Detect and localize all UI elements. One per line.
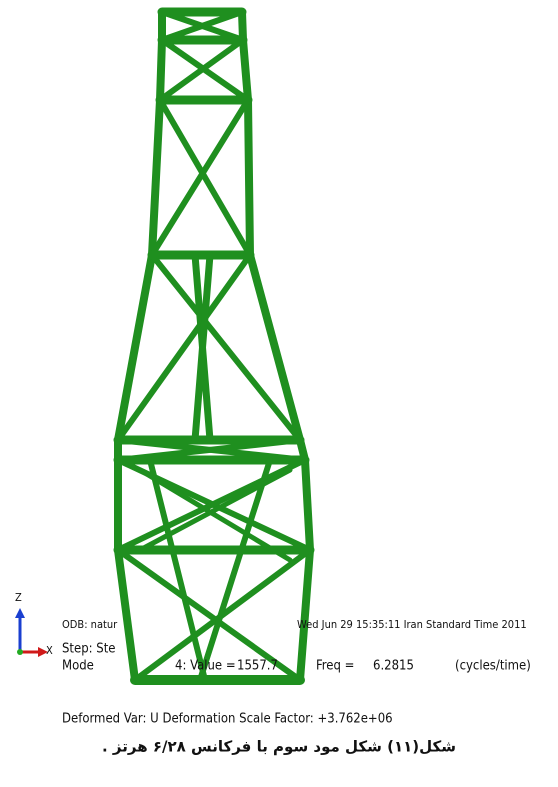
tower-member <box>243 40 248 100</box>
z-label: Z <box>15 591 22 604</box>
odb-date: Wed Jun 29 15:35:11 Iran Standard Time 2… <box>297 618 527 631</box>
z-arrowhead <box>15 608 25 618</box>
eigenvalue: 1557.7 <box>237 659 278 674</box>
odb-info: ODB: natur <box>62 618 118 631</box>
origin <box>17 649 23 655</box>
caption: شکل(۱۱) شکل مود سوم با فرکانس ۶/۲۸ هرتز … <box>102 738 456 756</box>
x-label: X <box>46 644 53 657</box>
mode-label: Mode <box>62 659 94 674</box>
tower-member <box>300 550 310 680</box>
deformed-info: Deformed Var: U Deformation Scale Factor… <box>62 712 393 727</box>
step-info: Step: Ste <box>62 642 116 657</box>
value-label: 4: Value = <box>175 659 236 674</box>
tower-model <box>118 12 310 680</box>
freq-units: (cycles/time) <box>455 659 531 674</box>
frequency: 6.2815 <box>373 659 414 674</box>
tower-member <box>118 550 135 680</box>
tower-member <box>152 100 160 255</box>
figure: Z X ODB: natur Wed Jun 29 15:35:11 Iran … <box>0 0 558 787</box>
tower-member <box>248 100 250 255</box>
freq-label: Freq = <box>316 659 354 674</box>
tower-member <box>305 460 310 550</box>
tower-member <box>160 40 162 100</box>
